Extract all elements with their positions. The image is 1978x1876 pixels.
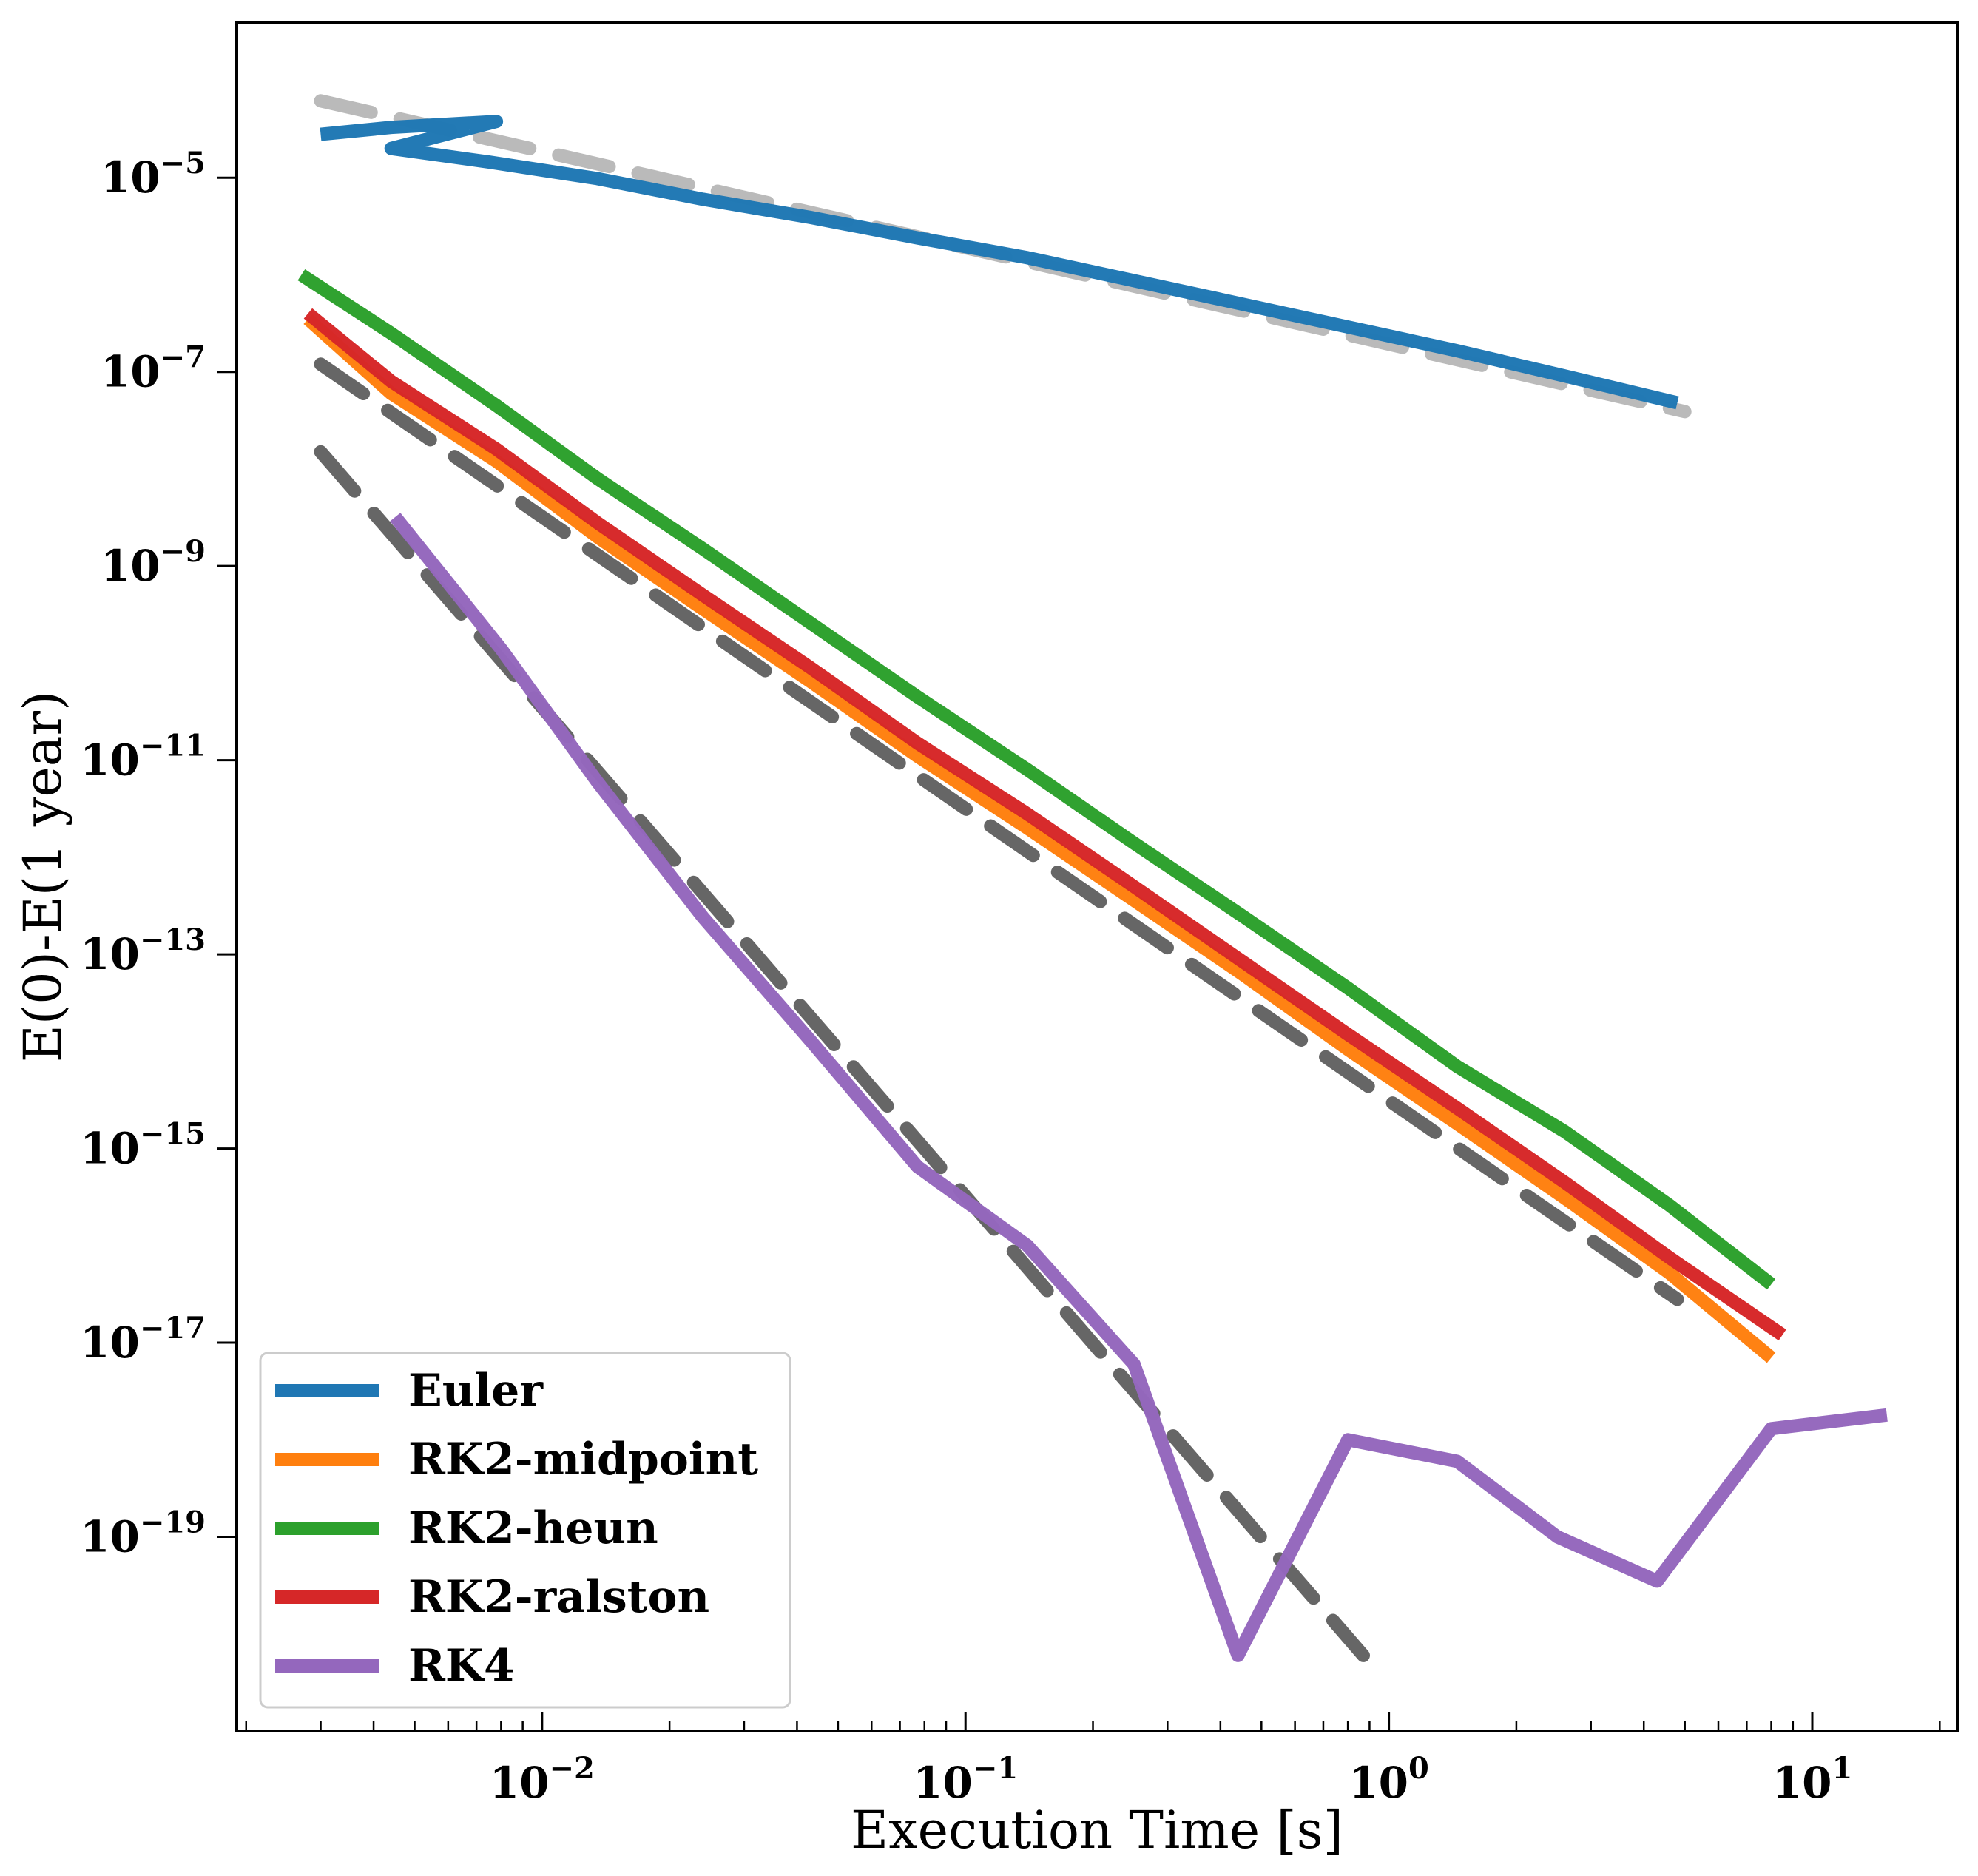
legend-label-rk4: RK4: [408, 1640, 515, 1692]
series-line-rk2-midpoint: [303, 314, 1776, 1363]
y-axis-title: E(0)-E(1 year): [13, 691, 73, 1063]
y-tick-label: 10−5: [101, 146, 206, 203]
legend-label-euler: Euler: [408, 1365, 544, 1417]
plot-frame: [235, 21, 1959, 1732]
axis-ticks: 10−2 10−1 100 101 10−5 10−7 10−9 10−11 10−13 10−1…: [80, 146, 1941, 1808]
y-tick-label: 10−19: [80, 1505, 206, 1562]
series-line-rk2-heun: [297, 269, 1776, 1290]
series-line-euler: [320, 115, 1679, 410]
x-axis-title: Execution Time [s]: [851, 1800, 1343, 1860]
legend: Euler RK2-midpoint RK2-heun RK2-ralston RK4: [259, 1352, 791, 1709]
series-line-rk2-ralston: [303, 308, 1786, 1341]
reference-line-3: [314, 445, 1370, 1662]
legend-box: [259, 1352, 791, 1709]
y-tick-label: 10−15: [80, 1117, 206, 1174]
x-tick-label: 10−2: [490, 1751, 595, 1808]
reference-line-2: [314, 357, 1684, 1306]
x-tick-label: 101: [1772, 1751, 1853, 1808]
y-tick-label: 10−11: [80, 729, 206, 786]
y-tick-label: 10−7: [101, 340, 206, 397]
legend-label-rk2-midpoint: RK2-midpoint: [408, 1434, 758, 1485]
series-line-rk4: [390, 513, 1888, 1662]
y-tick-label: 10−17: [80, 1311, 206, 1368]
plot-area: [297, 94, 1888, 1662]
legend-label-rk2-ralston: RK2-ralston: [408, 1571, 709, 1623]
legend-label-rk2-heun: RK2-heun: [408, 1502, 658, 1554]
x-tick-label: 100: [1349, 1751, 1429, 1808]
y-tick-label: 10−9: [101, 534, 206, 591]
y-tick-label: 10−13: [80, 922, 206, 979]
x-tick-label: 10−1: [913, 1751, 1018, 1808]
